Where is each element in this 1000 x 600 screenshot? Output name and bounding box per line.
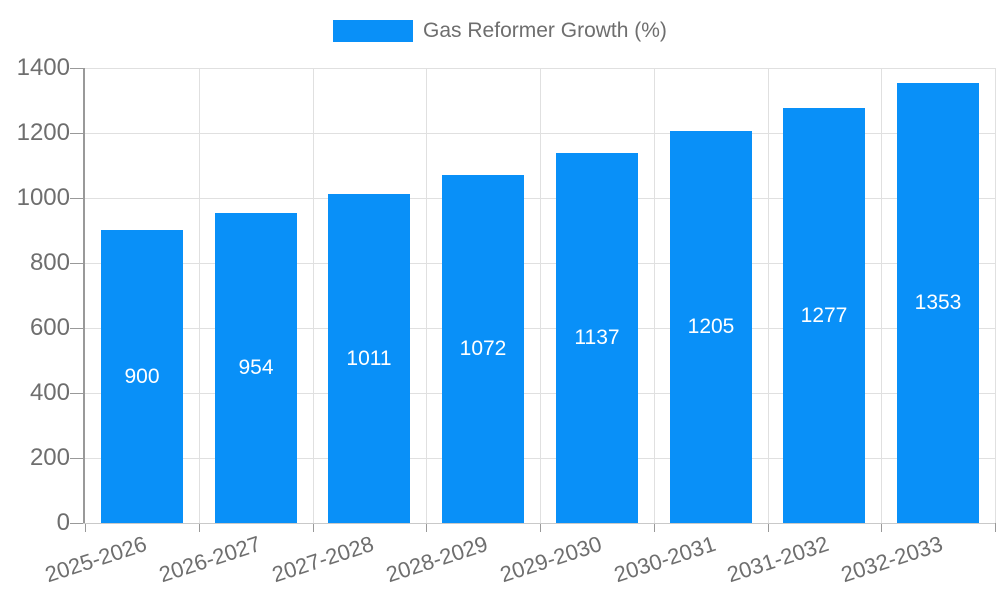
bar[interactable]	[328, 194, 410, 523]
x-gridline	[768, 68, 769, 523]
plot-area: 0 200 400 600 800 1000 1200 1400 900 2025-2026 954…	[17, 55, 996, 587]
x-gridline	[654, 68, 655, 523]
x-tick-mark	[199, 523, 200, 532]
legend-swatch	[333, 20, 414, 42]
y-tick-label: 400	[29, 379, 70, 406]
x-tick-mark	[654, 523, 655, 532]
bar[interactable]	[101, 230, 183, 523]
y-tick-mark	[70, 523, 83, 524]
x-tick-mark	[768, 523, 769, 532]
x-tick-mark	[426, 523, 427, 532]
bar[interactable]	[556, 153, 638, 523]
x-gridline	[426, 68, 427, 523]
bar[interactable]	[442, 175, 524, 523]
y-tick-label: 1200	[16, 119, 70, 146]
legend-label: Gas Reformer Growth (%)	[423, 19, 667, 42]
x-tick-mark	[881, 523, 882, 532]
x-tick-mark	[313, 523, 314, 532]
x-gridline	[199, 68, 200, 523]
x-tick-mark	[995, 523, 996, 532]
y-tick-mark	[70, 68, 83, 69]
x-gridline	[881, 68, 882, 523]
x-gridline	[540, 68, 541, 523]
bar[interactable]	[783, 108, 865, 523]
x-gridline	[313, 68, 314, 523]
y-tick-mark	[70, 263, 83, 264]
y-tick-label: 800	[29, 249, 70, 276]
x-tick-mark	[85, 523, 86, 532]
y-tick-mark	[70, 328, 83, 329]
y-tick-mark	[70, 133, 83, 134]
y-tick-label: 1400	[16, 54, 70, 81]
legend[interactable]: Gas Reformer Growth (%)	[0, 18, 1000, 44]
bar[interactable]	[670, 131, 752, 523]
y-tick-mark	[70, 393, 83, 394]
x-axis-line	[83, 523, 995, 524]
x-gridline	[995, 68, 996, 523]
x-tick-mark	[540, 523, 541, 532]
y-tick-label: 200	[29, 444, 70, 471]
y-tick-label: 1000	[16, 184, 70, 211]
bar[interactable]	[215, 213, 297, 523]
y-tick-label: 0	[56, 509, 70, 536]
y-tick-label: 600	[29, 314, 70, 341]
y-tick-mark	[70, 198, 83, 199]
y-tick-mark	[70, 458, 83, 459]
bar[interactable]	[897, 83, 979, 523]
y-axis-line	[83, 68, 85, 523]
